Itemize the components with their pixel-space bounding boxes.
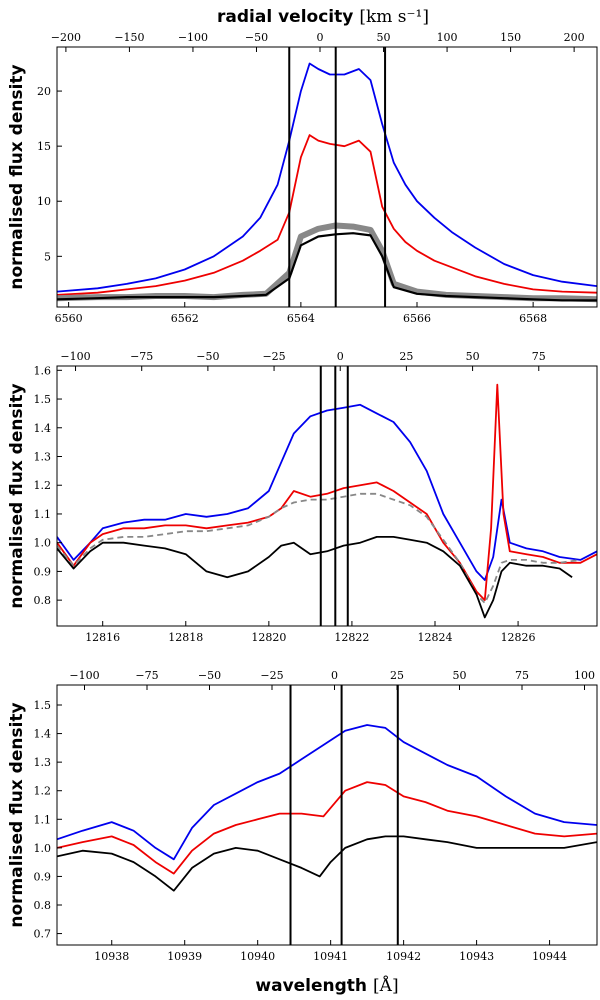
y-tick-label: 0.7: [34, 928, 52, 941]
series-group: [57, 724, 597, 892]
x-tick-label: 6562: [171, 312, 199, 325]
panel-10941: 10938 10939 10940 10941 10942 10943 10944 −100 −…: [7, 669, 598, 963]
top-tick-label: 75: [532, 350, 546, 363]
x-tick-label: 10942: [386, 950, 421, 963]
series-black-line: [57, 835, 597, 892]
x-tick-label: 10938: [94, 950, 129, 963]
top-tick-label: −50: [245, 31, 268, 44]
series-red-line: [57, 781, 597, 875]
top-tick-label: −100: [60, 350, 90, 363]
y-axis-label: normalised flux density: [7, 64, 27, 289]
top-tick-label: −50: [198, 669, 221, 682]
top-tick-label: −75: [130, 350, 153, 363]
panel-12821: 12816 12818 12820 12822 12824 12826 −100 −75 −50…: [7, 350, 598, 644]
top-axis-unit: [km s⁻¹]: [359, 7, 429, 27]
y-tick-label: 1.2: [34, 479, 52, 492]
top-tick-label: −100: [69, 669, 99, 682]
x-tick-label: 6564: [287, 312, 315, 325]
series-blue-line: [57, 403, 597, 581]
x-tick-label: 12822: [334, 631, 369, 644]
bottom-axis-label: wavelength: [255, 976, 367, 996]
y-tick-label: 1.0: [34, 537, 52, 550]
x-tick-label: 12818: [168, 631, 203, 644]
top-tick-label: −25: [262, 350, 285, 363]
top-tick-label: 50: [453, 669, 467, 682]
y-tick-label: 1.5: [34, 699, 52, 712]
top-tick-label: −100: [178, 31, 208, 44]
top-tick-label: −150: [114, 31, 144, 44]
x-tick-label: 12820: [251, 631, 286, 644]
x-tick-label: 12816: [85, 631, 120, 644]
bottom-axis-title: wavelength [Å]: [255, 975, 398, 996]
top-tick-label: −200: [51, 31, 81, 44]
top-tick-label: 200: [564, 31, 585, 44]
series-red-line: [57, 383, 597, 601]
x-tick-label: 6560: [55, 312, 83, 325]
x-tick-label: 10943: [459, 950, 494, 963]
y-tick-label: 15: [37, 140, 51, 153]
series-black-line: [57, 536, 573, 619]
top-axis-title: radial velocity [km s⁻¹]: [217, 7, 429, 27]
top-tick-label: 0: [337, 350, 344, 363]
axes-frame: [56, 365, 598, 627]
top-tick-label: 75: [515, 669, 529, 682]
x-tick-label: 10944: [532, 950, 567, 963]
x-tick-label: 10939: [167, 950, 202, 963]
top-tick-label: 50: [466, 350, 480, 363]
y-tick-label: 1.1: [34, 813, 52, 826]
series-group: [57, 383, 597, 619]
series-blue-line: [57, 62, 597, 293]
y-tick-label: 0.9: [34, 565, 52, 578]
series-group: [57, 62, 597, 303]
bottom-axis-unit: [Å]: [373, 975, 399, 996]
y-tick-label: 0.8: [34, 594, 52, 607]
top-tick-label: 50: [377, 31, 391, 44]
top-axis-label: radial velocity: [217, 7, 353, 27]
series-blue-line: [57, 724, 597, 861]
y-tick-label: 1.0: [34, 842, 52, 855]
top-tick-label: 0: [331, 669, 338, 682]
y-tick-label: 1.4: [34, 422, 52, 435]
panel-h-alpha: 6560 6562 6564 6566 6568 −200 −150 −100 −50 0 50 10…: [7, 31, 598, 325]
axes-frame: [56, 684, 598, 946]
series-gray-dashed-line: [57, 492, 581, 604]
x-tick-label: 12826: [501, 631, 536, 644]
y-tick-label: 1.4: [34, 728, 52, 741]
x-tick-label: 12824: [418, 631, 453, 644]
top-tick-label: 100: [437, 31, 458, 44]
top-tick-label: 100: [574, 669, 595, 682]
series-black-line: [57, 232, 597, 302]
y-tick-label: 1.1: [34, 508, 52, 521]
x-tick-label: 6566: [403, 312, 431, 325]
top-tick-label: −75: [135, 669, 158, 682]
series-red-line: [57, 134, 597, 296]
top-tick-label: −25: [260, 669, 283, 682]
x-tick-label: 6568: [519, 312, 547, 325]
y-tick-label: 0.9: [34, 870, 52, 883]
top-tick-label: 25: [390, 669, 404, 682]
x-tick-label: 10940: [240, 950, 275, 963]
y-tick-label: 0.8: [34, 899, 52, 912]
y-tick-label: 1.3: [34, 450, 52, 463]
axes-frame: [56, 46, 598, 308]
y-tick-label: 1.5: [34, 393, 52, 406]
y-tick-label: 1.2: [34, 785, 52, 798]
y-tick-label: 10: [37, 195, 51, 208]
x-tick-label: 10941: [313, 950, 348, 963]
y-axis-label: normalised flux density: [7, 702, 27, 927]
y-tick-label: 1.3: [34, 756, 52, 769]
top-tick-label: 0: [317, 31, 324, 44]
y-tick-label: 5: [44, 250, 51, 263]
top-tick-label: −50: [196, 350, 219, 363]
y-tick-label: 1.6: [34, 364, 52, 377]
top-tick-label: 150: [500, 31, 521, 44]
top-tick-label: 25: [399, 350, 413, 363]
y-tick-label: 20: [37, 85, 51, 98]
y-axis-label: normalised flux density: [7, 383, 27, 608]
